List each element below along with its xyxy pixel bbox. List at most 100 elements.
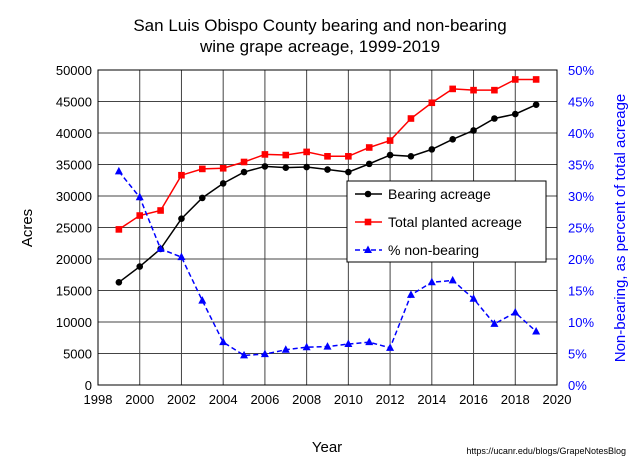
data-point [511, 110, 519, 118]
y-tick-label: 30000 [56, 189, 92, 204]
y-tick-label: 0 [85, 378, 92, 393]
x-tick-label: 2012 [376, 392, 405, 407]
x-tick-label: 2020 [543, 392, 572, 407]
data-point [345, 153, 352, 160]
data-point [448, 275, 457, 284]
data-point [386, 343, 395, 351]
data-point [219, 337, 228, 346]
data-point [406, 290, 415, 298]
y-tick-label: 35000 [56, 158, 92, 173]
y-tick-label: 45000 [56, 95, 92, 110]
data-point [345, 168, 352, 176]
data-point [449, 136, 456, 143]
y-tick-label: 40000 [56, 126, 92, 141]
data-point [365, 160, 373, 168]
data-point [511, 308, 520, 316]
tick-labels: 1998 2000 2002 2004 2006 2008 2010 2012 2014 2016… [56, 63, 595, 407]
data-point [470, 86, 477, 94]
data-point [136, 212, 144, 219]
data-point [491, 115, 498, 122]
data-point [282, 164, 290, 171]
data-point [219, 164, 227, 172]
data-point [365, 144, 373, 151]
y2-tick-label: 5% [568, 347, 587, 362]
x-tick-label: 2016 [459, 392, 488, 407]
y2-tick-label: 0% [568, 378, 587, 393]
x-tick-label: 2004 [209, 392, 238, 407]
x-tick-label: 2006 [250, 392, 279, 407]
source-note: https://ucanr.edu/blogs/GrapeNotesBlog [466, 446, 626, 456]
plot-frame [97, 69, 558, 386]
data-point [281, 345, 290, 353]
data-point [407, 115, 415, 122]
data-point [344, 339, 353, 348]
y-tick-label: 10000 [56, 315, 92, 330]
x-tick-label: 2002 [167, 392, 196, 407]
data-point [323, 342, 332, 350]
x-tick-label: 2000 [125, 392, 154, 407]
chart-title-line1: San Luis Obispo County bearing and non-b… [133, 16, 506, 35]
data-point [428, 146, 436, 153]
data-point [469, 294, 478, 302]
data-point [532, 326, 541, 335]
data-point [115, 279, 123, 286]
data-point [135, 192, 144, 201]
data-point [407, 153, 415, 160]
series-non-bearing [114, 166, 541, 359]
x-tick-label: 1998 [84, 392, 113, 407]
y2-tick-label: 50% [568, 63, 594, 78]
data-point [156, 244, 165, 252]
data-point [282, 151, 290, 159]
y-axis-label: Acres [19, 209, 36, 247]
y-tick-label: 50000 [56, 63, 92, 78]
data-point [303, 148, 310, 156]
data-point [240, 158, 248, 166]
legend: Bearing acreage Total planted acreage % no… [346, 180, 547, 263]
data-point [532, 76, 540, 83]
data-point [199, 165, 206, 173]
y2-axis-label: Non-bearing, as percent of total acreage [612, 94, 629, 363]
x-tick-label: 2018 [501, 392, 530, 407]
data-point [364, 190, 372, 198]
y2-tick-label: 30% [568, 189, 594, 204]
data-point [240, 350, 249, 359]
data-point [364, 245, 372, 253]
y2-tick-label: 20% [568, 252, 594, 267]
y2-tick-label: 15% [568, 284, 594, 299]
data-point [199, 194, 206, 202]
y2-tick-label: 25% [568, 221, 594, 236]
data-point [261, 151, 269, 158]
data-point [114, 166, 123, 175]
data-point [386, 151, 394, 159]
x-tick-label: 2008 [292, 392, 321, 407]
y2-tick-label: 45% [568, 95, 594, 110]
data-point [324, 166, 331, 173]
data-point [427, 277, 436, 286]
legend-label: % non-bearing [388, 242, 479, 258]
y2-tick-label: 35% [568, 158, 594, 173]
legend-label: Bearing acreage [388, 186, 491, 202]
x-tick-label: 2014 [417, 392, 446, 407]
data-point [428, 99, 436, 107]
data-point [490, 319, 499, 327]
data-point [198, 296, 207, 304]
data-point [302, 342, 311, 351]
data-point [136, 263, 144, 270]
series-group [114, 76, 541, 359]
data-point [178, 171, 185, 179]
y-tick-label: 15000 [56, 284, 92, 299]
data-point [157, 207, 164, 214]
data-point [240, 168, 248, 176]
chart-title-line2: wine grape acreage, 1999-2019 [199, 37, 440, 56]
y-tick-label: 5000 [63, 347, 92, 362]
data-point [491, 86, 498, 94]
data-point [260, 349, 269, 358]
series-total-planted-acreage [115, 76, 540, 233]
x-tick-label: 2010 [334, 392, 363, 407]
data-point [219, 180, 227, 187]
data-point [177, 252, 186, 261]
data-point [365, 337, 374, 346]
legend-label: Total planted acreage [388, 214, 522, 230]
